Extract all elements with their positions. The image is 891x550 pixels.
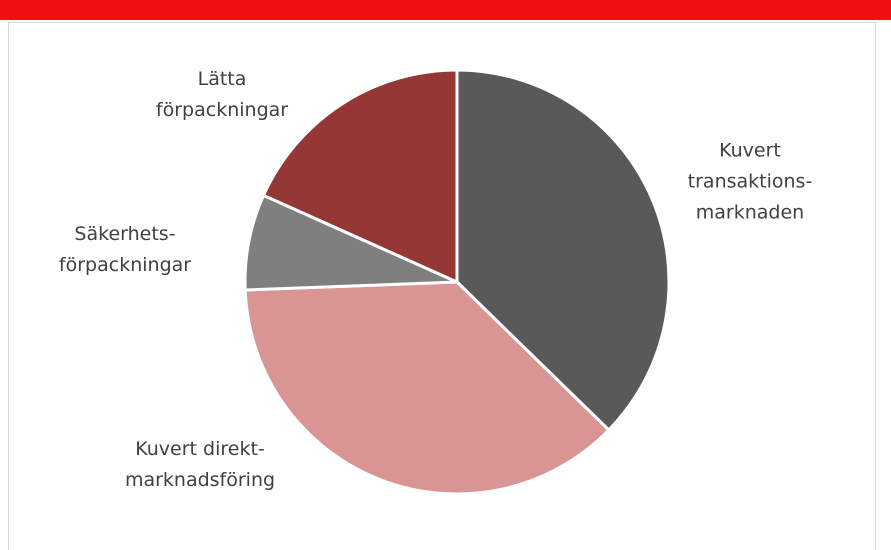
- slice-label: Kuvert transaktions- marknaden: [687, 139, 813, 224]
- chart-frame: [8, 22, 876, 550]
- pie-slice: [243, 193, 459, 292]
- slice-label: Kuvert direkt- marknadsföring: [124, 438, 276, 491]
- slice-label: Säkerhets- förpackningar: [58, 223, 192, 276]
- pie-slice: [455, 68, 671, 432]
- slice-label: Lätta förpackningar: [155, 68, 289, 121]
- header-band: [0, 0, 891, 20]
- pie-slice: [243, 280, 611, 496]
- pie-slice: [262, 68, 459, 284]
